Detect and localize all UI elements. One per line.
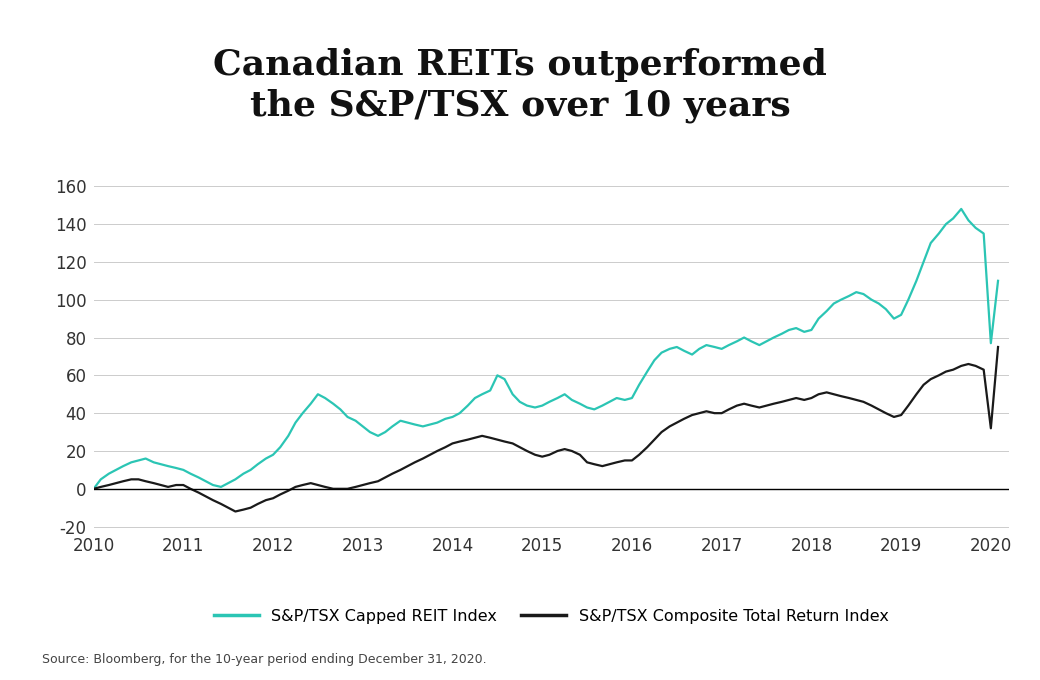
Legend: S&P/TSX Capped REIT Index, S&P/TSX Composite Total Return Index: S&P/TSX Capped REIT Index, S&P/TSX Compo…	[207, 602, 895, 630]
Text: Source: Bloomberg, for the 10-year period ending December 31, 2020.: Source: Bloomberg, for the 10-year perio…	[42, 653, 487, 666]
Text: Canadian REITs outperformed
the S&P/TSX over 10 years: Canadian REITs outperformed the S&P/TSX …	[213, 48, 827, 123]
